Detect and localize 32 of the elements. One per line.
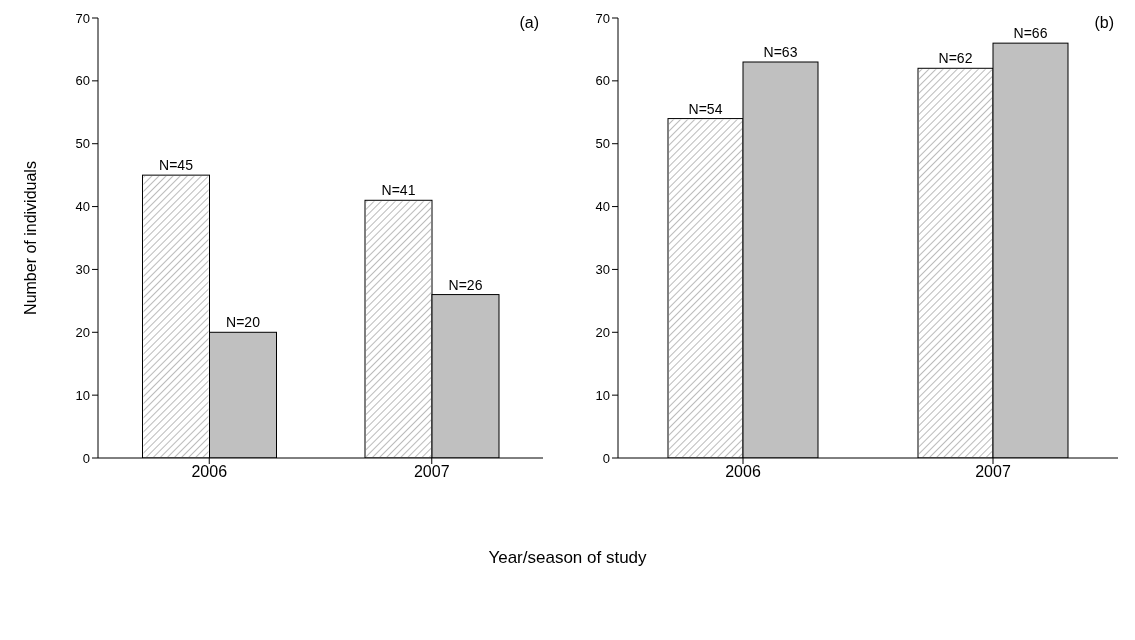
y-tick-label: 30: [75, 262, 90, 278]
y-tick-label: 50: [595, 136, 610, 152]
y-tick-label: 50: [75, 136, 90, 152]
y-tick-label: 60: [595, 73, 610, 89]
x-tick-label: 2007: [413, 463, 450, 481]
data-label: N=26: [448, 276, 483, 293]
data-label: N=66: [1013, 25, 1048, 42]
y-tick-label: 70: [75, 10, 90, 26]
x-axis-title: Year/season of study: [487, 548, 648, 568]
x-tick-label: 2006: [191, 463, 228, 481]
annotation: (b): [1094, 14, 1114, 32]
y-axis-title: Number of individuals: [21, 161, 39, 315]
data-label: N=45: [159, 157, 194, 174]
data-label: N=62: [938, 50, 973, 67]
data-label: N=54: [688, 100, 723, 117]
x-tick-label: 2007: [975, 463, 1011, 481]
y-tick-label: 70: [595, 10, 610, 26]
y-tick-label: 40: [75, 199, 90, 215]
y-tick-label: 10: [595, 387, 610, 403]
x-tick-label: 2006: [725, 463, 761, 481]
y-tick-label: 20: [595, 324, 610, 340]
y-tick-label: 0: [602, 450, 610, 466]
y-tick-label: 60: [75, 73, 90, 89]
y-tick-label: 40: [595, 199, 610, 215]
y-tick-label: 10: [75, 387, 90, 403]
data-label: N=41: [381, 182, 416, 199]
y-tick-label: 20: [75, 324, 90, 340]
annotation: (a): [519, 14, 539, 32]
data-label: N=63: [763, 44, 798, 60]
y-tick-label: 0: [82, 450, 90, 466]
data-label: N=20: [226, 314, 261, 331]
y-tick-label: 30: [595, 262, 610, 278]
